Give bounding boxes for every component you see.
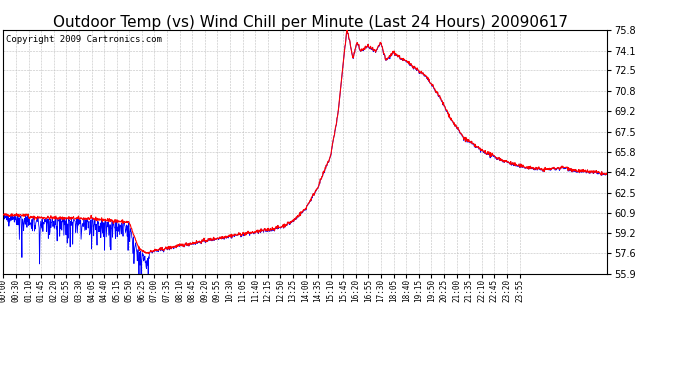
Text: Copyright 2009 Cartronics.com: Copyright 2009 Cartronics.com bbox=[6, 35, 162, 44]
Text: Outdoor Temp (vs) Wind Chill per Minute (Last 24 Hours) 20090617: Outdoor Temp (vs) Wind Chill per Minute … bbox=[53, 15, 568, 30]
